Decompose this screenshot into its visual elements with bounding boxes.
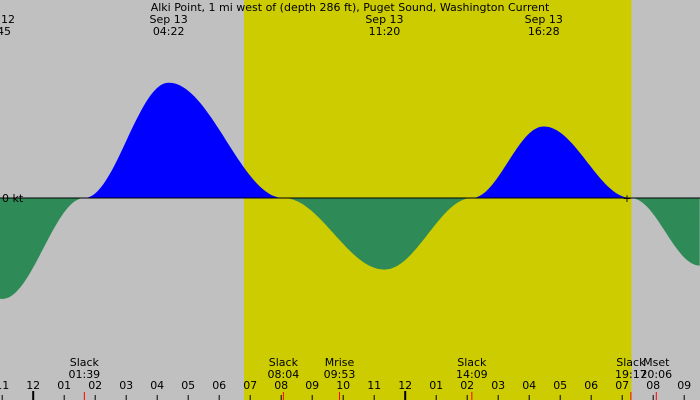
flood-area-1: [86, 82, 286, 198]
hour-tick-label: 04: [150, 379, 164, 392]
slack-event-label: Slack: [70, 356, 100, 369]
ebb-area-4: [632, 198, 700, 266]
hour-tick-label: 04: [522, 379, 536, 392]
extreme-date-label: Sep 13: [525, 13, 563, 26]
current-curves: [0, 82, 700, 299]
hour-tick-label: 12: [26, 379, 40, 392]
extreme-date-label: Sep 13: [365, 13, 403, 26]
chart-title: Alki Point, 1 mi west of (depth 286 ft),…: [151, 1, 550, 14]
extreme-time-label: 04:22: [153, 25, 185, 38]
hour-tick-label: 11: [367, 379, 381, 392]
hour-tick-label: 01: [429, 379, 443, 392]
partial-left-label-line2: 45: [0, 25, 11, 38]
slack-event-label: Slack: [269, 356, 299, 369]
slack-event-label: Slack: [616, 356, 646, 369]
hour-tick-label: 05: [181, 379, 195, 392]
hour-tick-label: 08: [274, 379, 288, 392]
hour-ticks: 11 12 01 02 03 04 05 06 07 08 09 10 11 12 01 02 03 04 05 06…: [0, 379, 691, 400]
slack-time-label: 08:04: [268, 368, 300, 381]
hour-tick-label: 07: [243, 379, 257, 392]
hour-tick-label: 12: [398, 379, 412, 392]
mrise-time-label: 09:53: [324, 368, 356, 381]
slack-event-label: Slack: [457, 356, 487, 369]
hour-tick-label: 01: [57, 379, 71, 392]
hour-tick-label: 11: [0, 379, 9, 392]
hour-tick-label: 08: [646, 379, 660, 392]
hour-tick-label: 06: [212, 379, 226, 392]
hour-tick-label: 05: [553, 379, 567, 392]
hour-tick-label: 02: [460, 379, 474, 392]
slack-time-label: 14:09: [456, 368, 488, 381]
event-labels: Slack01:39Slack08:04Mrise09:53Slack14:09…: [68, 356, 672, 400]
extreme-time-label: 16:28: [528, 25, 560, 38]
hour-tick-label: 09: [305, 379, 319, 392]
slack-marker: +: [622, 192, 631, 205]
slack-time-label: 01:39: [68, 368, 100, 381]
ebb-area-0: [0, 198, 87, 299]
hour-tick-label: 02: [88, 379, 102, 392]
mrise-event-label: Mrise: [325, 356, 355, 369]
zero-label: 0 kt: [2, 192, 24, 205]
ebb-area-2: [285, 198, 474, 270]
mset-time-label: 20:06: [640, 368, 672, 381]
slack-time-label: 19:17: [615, 368, 647, 381]
hour-tick-label: 10: [336, 379, 350, 392]
extreme-date-label: Sep 13: [150, 13, 188, 26]
hour-tick-label: 03: [491, 379, 505, 392]
hour-tick-label: 06: [584, 379, 598, 392]
flood-area-3: [473, 126, 633, 198]
partial-left-label-line1: 12: [1, 13, 15, 26]
hour-tick-label: 09: [677, 379, 691, 392]
hour-tick-label: 07: [615, 379, 629, 392]
extreme-time-label: 11:20: [369, 25, 401, 38]
mset-event-label: Mset: [643, 356, 670, 369]
hour-tick-label: 03: [119, 379, 133, 392]
